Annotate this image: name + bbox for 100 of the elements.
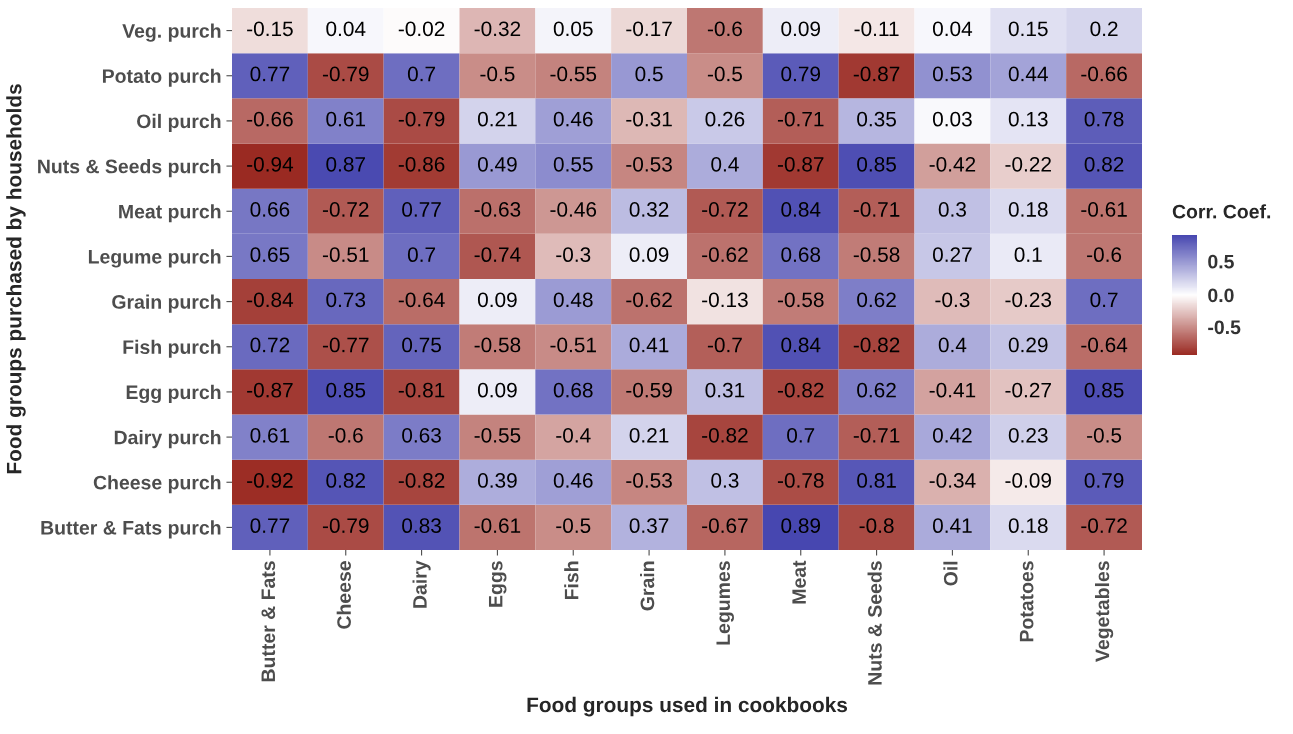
data-label: -0.58 <box>777 292 824 308</box>
data-label: -0.02 <box>398 21 445 37</box>
data-label: -0.41 <box>929 382 976 398</box>
data-label: -0.71 <box>853 427 900 443</box>
x-tick-label: Oil <box>943 561 958 586</box>
data-label: 0.48 <box>553 292 593 308</box>
data-label: -0.8 <box>859 518 894 534</box>
data-label: -0.87 <box>853 66 900 82</box>
data-label: 0.77 <box>402 202 441 217</box>
data-label: -0.58 <box>474 337 521 353</box>
data-label: 0.44 <box>1008 66 1048 82</box>
data-label: 0.27 <box>932 247 972 263</box>
color-bar-label: 0.0 <box>1208 288 1234 303</box>
data-label: 0.3 <box>938 202 966 217</box>
data-label: -0.64 <box>1081 337 1128 353</box>
color-bar-title: Corr. Coef. <box>1172 204 1271 219</box>
data-label: 0.32 <box>629 202 669 217</box>
data-label: -0.74 <box>474 247 521 263</box>
data-label: -0.82 <box>398 473 445 488</box>
data-label: 0.68 <box>553 382 593 398</box>
data-label: -0.6 <box>707 21 742 37</box>
data-label: 0.77 <box>250 518 290 534</box>
data-label: 0.65 <box>250 247 290 263</box>
data-label: -0.51 <box>550 337 596 353</box>
data-label: 0.7 <box>787 427 815 443</box>
data-label: 0.83 <box>402 518 441 534</box>
data-label: -0.87 <box>247 382 293 398</box>
data-label: -0.51 <box>322 247 369 263</box>
x-tick-label: Nuts & Seeds <box>867 561 882 685</box>
data-label: 0.61 <box>326 111 366 127</box>
data-label: 0.35 <box>857 111 896 127</box>
data-label: -0.09 <box>1005 473 1052 488</box>
data-label: -0.79 <box>322 518 369 534</box>
data-label: 0.87 <box>326 156 365 172</box>
color-bar-label: -0.5 <box>1208 320 1241 335</box>
data-label: 0.85 <box>1084 382 1124 398</box>
data-label: 0.04 <box>326 21 366 37</box>
x-tick-label: Meat <box>792 560 806 604</box>
data-label: 0.18 <box>1008 202 1048 217</box>
data-label: 0.89 <box>781 518 821 534</box>
data-label: 0.03 <box>932 111 972 127</box>
data-label: 0.09 <box>629 247 669 263</box>
y-tick-label: Butter & Fats purch <box>41 520 221 539</box>
data-label: -0.66 <box>247 111 293 127</box>
data-label: 0.62 <box>857 292 896 308</box>
data-label: 0.21 <box>477 111 517 127</box>
data-label: 0.13 <box>1008 111 1048 127</box>
data-label: -0.78 <box>777 473 824 488</box>
y-tick-label: Meat purch <box>119 204 221 223</box>
data-label: 0.72 <box>250 337 290 353</box>
y-tick-label: Veg. purch <box>122 23 221 42</box>
data-label: -0.53 <box>626 473 672 488</box>
data-label: 0.3 <box>711 473 739 488</box>
data-label: -0.62 <box>702 247 748 263</box>
y-tick-label: Legume purch <box>88 249 221 268</box>
y-tick-label: Cheese purch <box>93 475 221 494</box>
data-label: 0.46 <box>553 473 593 488</box>
data-label: -0.5 <box>1087 427 1122 443</box>
data-label: 0.23 <box>1008 427 1048 443</box>
data-label: 0.1 <box>1014 247 1042 263</box>
y-tick-label: Potato purch <box>102 68 221 87</box>
data-label: 0.42 <box>932 427 972 443</box>
data-label: 0.31 <box>705 382 745 398</box>
data-label: 0.66 <box>250 202 290 217</box>
data-label: -0.58 <box>853 247 900 263</box>
data-label: -0.6 <box>328 427 363 443</box>
data-label: 0.39 <box>477 473 517 488</box>
x-tick-label: Fish <box>564 561 579 600</box>
data-label: 0.5 <box>635 66 663 82</box>
data-label: -0.42 <box>929 156 976 172</box>
x-tick-label: Cheese <box>336 561 351 629</box>
x-tick-label: Potatoes <box>1019 561 1034 642</box>
data-label: -0.82 <box>702 427 748 443</box>
data-label: -0.13 <box>702 292 748 308</box>
data-label: 0.73 <box>326 292 366 308</box>
data-label: -0.5 <box>707 66 742 82</box>
data-label: -0.79 <box>398 111 445 127</box>
x-tick-label: Grain <box>640 561 655 611</box>
y-tick-label: Fish purch <box>123 339 221 358</box>
data-label: 0.68 <box>781 247 821 263</box>
data-label: 0.78 <box>1084 111 1124 127</box>
x-tick-label: Butter & Fats <box>261 561 276 682</box>
data-label: -0.72 <box>702 202 748 217</box>
data-label: -0.32 <box>474 21 521 37</box>
data-label: 0.09 <box>477 382 517 398</box>
data-label: -0.23 <box>1005 292 1052 308</box>
data-label: 0.46 <box>553 111 593 127</box>
data-label: 0.63 <box>402 427 441 443</box>
data-label: 0.85 <box>326 382 366 398</box>
data-label: -0.71 <box>853 202 900 217</box>
data-label: 0.7 <box>1090 292 1118 308</box>
x-axis-title: Food groups used in cookbooks <box>527 696 848 717</box>
data-label: -0.63 <box>474 202 521 217</box>
data-label: 0.21 <box>629 427 669 443</box>
data-label: -0.46 <box>550 202 597 217</box>
data-label: -0.6 <box>1087 247 1122 263</box>
data-label: -0.82 <box>777 382 824 398</box>
data-label: -0.17 <box>626 21 672 37</box>
data-label: -0.3 <box>556 247 591 263</box>
data-label: 0.2 <box>1090 21 1118 37</box>
